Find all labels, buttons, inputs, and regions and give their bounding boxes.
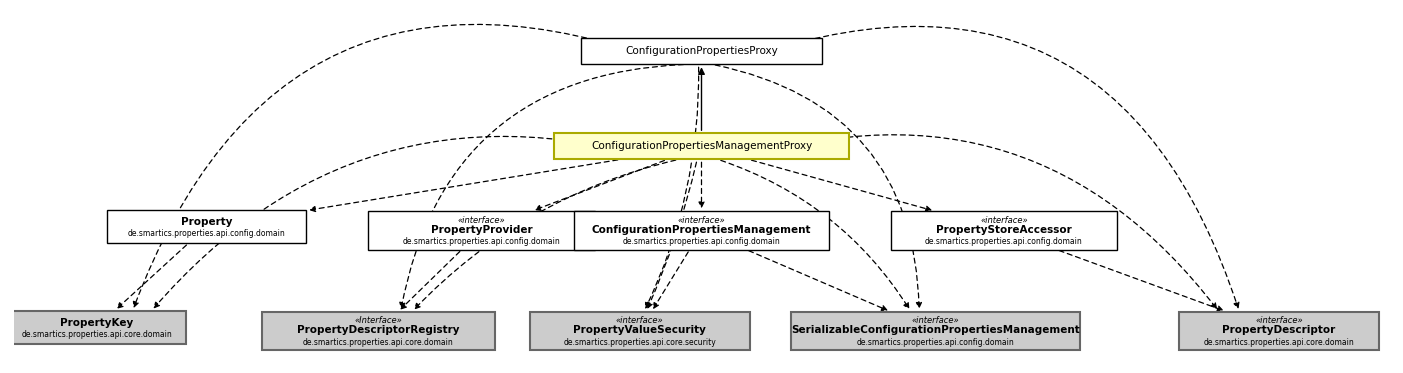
Text: PropertyDescriptorRegistry: PropertyDescriptorRegistry: [297, 325, 460, 335]
FancyBboxPatch shape: [791, 312, 1080, 350]
Text: «interface»: «interface»: [981, 216, 1028, 225]
Text: PropertyProvider: PropertyProvider: [431, 225, 532, 235]
FancyBboxPatch shape: [368, 211, 595, 250]
Text: PropertyDescriptor: PropertyDescriptor: [1222, 325, 1336, 335]
Text: de.smartics.properties.api.config.domain: de.smartics.properties.api.config.domain: [623, 237, 780, 247]
Text: ConfigurationPropertiesProxy: ConfigurationPropertiesProxy: [626, 46, 777, 56]
Text: de.smartics.properties.api.config.domain: de.smartics.properties.api.config.domain: [856, 338, 1014, 347]
Text: de.smartics.properties.api.config.domain: de.smartics.properties.api.config.domain: [128, 229, 285, 238]
Text: «interface»: «interface»: [1256, 316, 1303, 325]
Text: de.smartics.properties.api.core.domain: de.smartics.properties.api.core.domain: [303, 338, 453, 347]
Text: de.smartics.properties.api.core.domain: de.smartics.properties.api.core.domain: [21, 330, 173, 339]
Text: «interface»: «interface»: [912, 316, 960, 325]
Text: de.smartics.properties.api.core.domain: de.smartics.properties.api.core.domain: [1204, 338, 1354, 347]
Text: ConfigurationPropertiesManagementProxy: ConfigurationPropertiesManagementProxy: [591, 141, 812, 151]
FancyBboxPatch shape: [1180, 312, 1379, 350]
Text: de.smartics.properties.api.config.domain: de.smartics.properties.api.config.domain: [403, 237, 560, 247]
Text: ConfigurationPropertiesManagement: ConfigurationPropertiesManagement: [592, 225, 811, 235]
Text: de.smartics.properties.api.config.domain: de.smartics.properties.api.config.domain: [925, 237, 1083, 247]
Text: «interface»: «interface»: [457, 216, 505, 225]
FancyBboxPatch shape: [529, 312, 749, 350]
Text: PropertyStoreAccessor: PropertyStoreAccessor: [936, 225, 1072, 235]
Text: SerializableConfigurationPropertiesManagement: SerializableConfigurationPropertiesManag…: [791, 325, 1080, 335]
FancyBboxPatch shape: [554, 133, 849, 159]
Text: «interface»: «interface»: [616, 316, 664, 325]
Text: PropertyValueSecurity: PropertyValueSecurity: [574, 325, 706, 335]
Text: de.smartics.properties.api.core.security: de.smartics.properties.api.core.security: [563, 338, 716, 347]
FancyBboxPatch shape: [891, 211, 1117, 250]
FancyBboxPatch shape: [107, 210, 306, 243]
FancyBboxPatch shape: [581, 38, 822, 65]
Text: PropertyKey: PropertyKey: [60, 318, 133, 327]
Text: «interface»: «interface»: [678, 216, 725, 225]
Text: «Interface»: «Interface»: [355, 316, 403, 325]
FancyBboxPatch shape: [7, 311, 185, 344]
FancyBboxPatch shape: [261, 312, 495, 350]
Text: Property: Property: [181, 217, 233, 227]
FancyBboxPatch shape: [574, 211, 829, 250]
